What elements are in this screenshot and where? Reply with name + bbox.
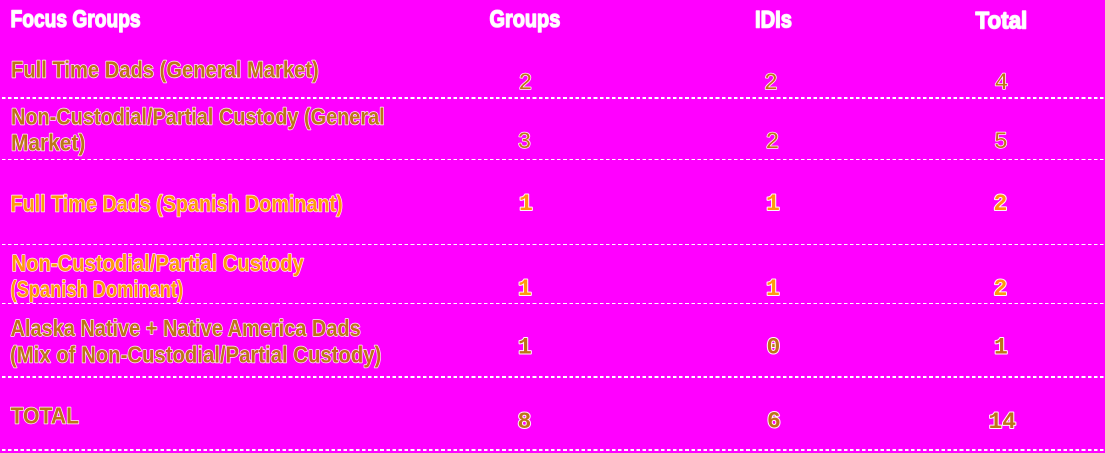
svg-text:3: 3 [518, 129, 532, 155]
svg-text:(Mix of Non-Custodial/Partial: (Mix of Non-Custodial/Partial Custody) [10, 341, 381, 367]
svg-text:1: 1 [766, 191, 780, 217]
svg-text:2: 2 [994, 191, 1008, 217]
svg-text:8: 8 [518, 409, 532, 435]
svg-text:14: 14 [989, 409, 1017, 435]
svg-text:2: 2 [764, 70, 778, 96]
svg-text:0: 0 [767, 334, 781, 360]
svg-text:Alaska Native + Native America: Alaska Native + Native America Dads [11, 315, 361, 341]
svg-text:Full Time Dads (Spanish Domina: Full Time Dads (Spanish Dominant) [11, 190, 343, 216]
svg-text:2: 2 [994, 191, 1008, 217]
svg-text:2: 2 [764, 70, 778, 96]
svg-text:Full Time Dads (General Market: Full Time Dads (General Market) [11, 56, 319, 82]
svg-text:(Mix of Non-Custodial/Partial: (Mix of Non-Custodial/Partial Custody) [10, 341, 381, 367]
svg-text:2: 2 [994, 276, 1008, 302]
svg-text:2: 2 [519, 70, 533, 96]
svg-text:6: 6 [767, 408, 781, 434]
svg-text:Full Time Dads (Spanish Domina: Full Time Dads (Spanish Dominant) [11, 190, 343, 216]
svg-text:1: 1 [518, 334, 532, 360]
svg-text:Non-Custodial/Partial Custody: Non-Custodial/Partial Custody (General [11, 103, 385, 129]
svg-text:5: 5 [994, 129, 1008, 155]
svg-text:Total: Total [976, 8, 1028, 35]
svg-text:2: 2 [519, 70, 533, 96]
svg-text:Non-Custodial/Partial Custody: Non-Custodial/Partial Custody (General [11, 103, 385, 129]
svg-text:0: 0 [767, 334, 781, 360]
svg-text:Groups: Groups [490, 6, 561, 33]
svg-text:Total: Total [976, 8, 1028, 35]
svg-text:Market): Market) [11, 129, 85, 155]
svg-text:Market): Market) [11, 129, 85, 155]
svg-text:1: 1 [518, 276, 532, 302]
svg-text:1: 1 [519, 191, 533, 217]
svg-text:1: 1 [766, 276, 780, 302]
svg-text:14: 14 [989, 409, 1017, 435]
svg-text:(Spanish Dominant): (Spanish Dominant) [11, 276, 184, 302]
svg-text:IDIs: IDIs [755, 7, 792, 34]
svg-text:2: 2 [994, 276, 1008, 302]
svg-text:2: 2 [766, 129, 780, 155]
svg-text:1: 1 [519, 191, 533, 217]
svg-text:8: 8 [518, 409, 532, 435]
svg-text:Alaska Native + Native America: Alaska Native + Native America Dads [11, 315, 361, 341]
svg-text:3: 3 [518, 129, 532, 155]
svg-text:TOTAL: TOTAL [11, 402, 80, 428]
svg-text:(Spanish Dominant): (Spanish Dominant) [11, 276, 184, 302]
svg-text:Non-Custodial/Partial Custody: Non-Custodial/Partial Custody [12, 250, 304, 276]
svg-text:1: 1 [518, 276, 532, 302]
svg-text:Non-Custodial/Partial Custody: Non-Custodial/Partial Custody [12, 250, 304, 276]
svg-text:Focus Groups: Focus Groups [11, 6, 141, 33]
svg-text:1: 1 [766, 191, 780, 217]
svg-text:4: 4 [995, 70, 1009, 96]
svg-text:4: 4 [995, 70, 1009, 96]
svg-text:Focus Groups: Focus Groups [11, 6, 141, 33]
svg-text:1: 1 [518, 334, 532, 360]
svg-text:TOTAL: TOTAL [11, 402, 80, 428]
svg-text:5: 5 [994, 129, 1008, 155]
svg-text:Groups: Groups [490, 6, 561, 33]
svg-text:6: 6 [767, 408, 781, 434]
svg-text:Full Time Dads (General Market: Full Time Dads (General Market) [11, 56, 319, 82]
svg-text:1: 1 [766, 276, 780, 302]
svg-text:1: 1 [994, 334, 1008, 360]
svg-text:1: 1 [994, 334, 1008, 360]
svg-text:2: 2 [766, 129, 780, 155]
svg-text:IDIs: IDIs [755, 7, 792, 34]
